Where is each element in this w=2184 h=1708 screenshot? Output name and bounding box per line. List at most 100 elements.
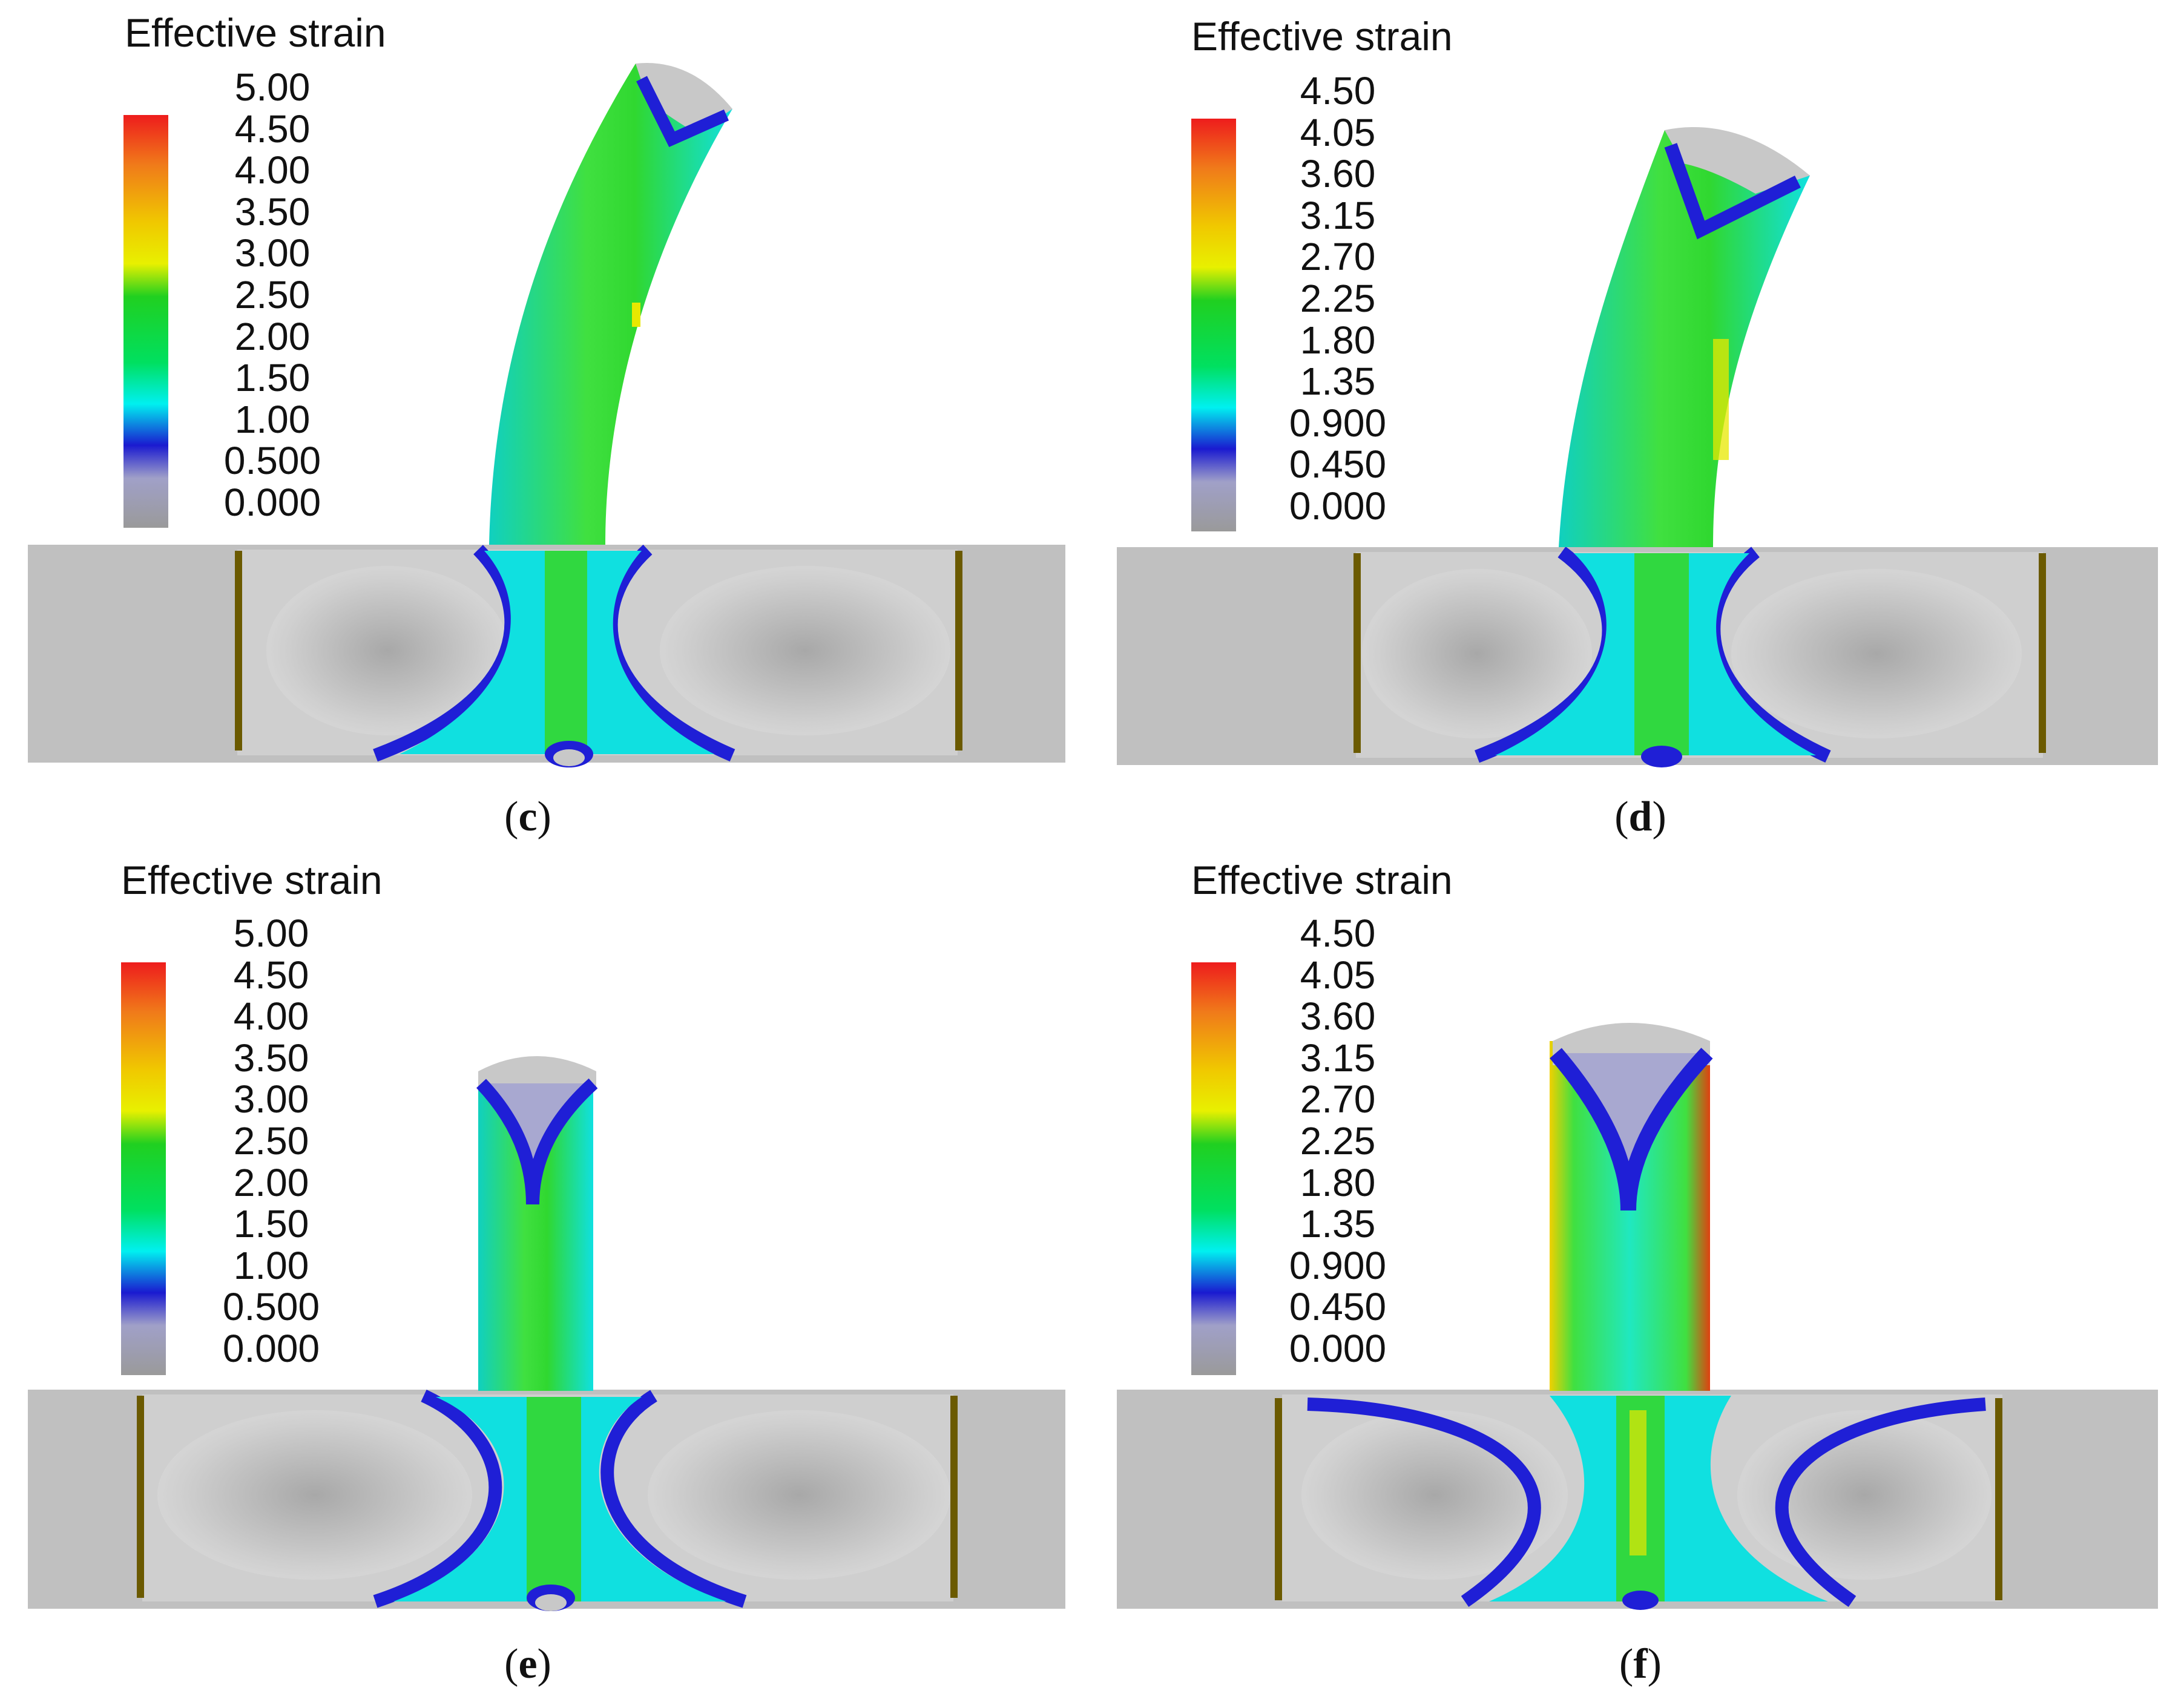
bottom-dead-spot-core <box>535 1594 567 1611</box>
panel-d-drawing <box>1117 127 2158 767</box>
extrusion <box>489 64 732 545</box>
tick-label: 1.00 <box>233 1243 309 1287</box>
die-line-right <box>950 1396 958 1598</box>
tick-label: 3.00 <box>234 231 311 275</box>
die-line-left <box>1275 1398 1282 1600</box>
tick-label: 0.000 <box>1289 1326 1387 1370</box>
caption-letter: e <box>518 1641 538 1687</box>
colorbar-e <box>121 962 166 1375</box>
flow-core <box>527 1397 581 1601</box>
tick-label: 4.50 <box>1300 69 1376 113</box>
flow-core <box>1634 553 1689 755</box>
tick-label: 2.25 <box>1300 276 1376 320</box>
colorbar-d <box>1191 119 1236 531</box>
die-line-right <box>1995 1398 2002 1600</box>
tick-label: 4.50 <box>233 953 309 997</box>
tick-label: 3.15 <box>1300 193 1376 237</box>
tick-label: 1.00 <box>234 397 311 441</box>
tick-label: 2.00 <box>234 314 311 358</box>
dead-zone-right <box>1731 569 2022 738</box>
tick-label: 5.00 <box>233 911 309 955</box>
tick-label: 2.50 <box>234 272 311 317</box>
tick-label: 3.15 <box>1300 1036 1376 1080</box>
legend-ticks-e: 5.00 4.50 4.00 3.50 3.00 2.50 2.00 1.50 … <box>205 913 338 1370</box>
extrusion-cap <box>636 62 732 133</box>
dead-zone-left <box>1362 569 1592 738</box>
tick-label: 4.00 <box>233 994 309 1039</box>
tick-label: 3.50 <box>233 1036 309 1080</box>
panel-c-drawing <box>28 62 1065 767</box>
tick-label: 3.60 <box>1300 152 1376 196</box>
dead-zone-left <box>157 1410 472 1580</box>
tick-label: 1.80 <box>1300 1160 1376 1204</box>
tick-label: 4.00 <box>234 148 311 192</box>
tick-label: 0.450 <box>1289 442 1387 487</box>
dead-zone-right <box>1737 1410 1992 1580</box>
tick-label: 0.500 <box>223 439 321 483</box>
extrusion-cap <box>478 1056 596 1089</box>
die-line-right <box>2039 553 2046 753</box>
tick-label: 2.70 <box>1300 235 1376 279</box>
tick-label: 3.00 <box>233 1077 309 1122</box>
tick-label: 3.60 <box>1300 994 1376 1039</box>
bottom-dead-spot <box>1622 1591 1659 1610</box>
tick-label: 1.35 <box>1300 360 1376 404</box>
caption-f: (f) <box>1619 1641 1662 1687</box>
shear-band-left <box>1307 1398 1541 1608</box>
tick-label: 0.900 <box>1289 401 1387 445</box>
legend-ticks-c: 5.00 4.50 4.00 3.50 3.00 2.50 2.00 1.50 … <box>206 67 339 524</box>
dead-zone-left <box>266 566 508 735</box>
tick-label: 3.50 <box>234 189 311 234</box>
extrusion-blue-vee <box>476 1078 598 1205</box>
legend-title-c: Effective strain <box>125 10 386 55</box>
tick-label: 4.05 <box>1300 953 1376 997</box>
die-line-left <box>137 1396 144 1598</box>
bottom-dead-spot <box>1641 746 1682 767</box>
caption-letter: c <box>518 793 538 840</box>
dead-zone-right <box>648 1410 950 1580</box>
bottom-dead-spot-core <box>553 749 585 766</box>
caption-e: (e) <box>504 1641 551 1687</box>
legend-title-e: Effective strain <box>121 858 383 902</box>
colorbar-f <box>1191 962 1236 1375</box>
caption-letter: f <box>1633 1641 1648 1687</box>
flow-core <box>545 551 587 754</box>
tick-label: 2.50 <box>233 1118 309 1163</box>
extrusion-blue-vee <box>1664 143 1801 240</box>
caption-letter: d <box>1628 793 1653 840</box>
die-line-left <box>235 551 242 751</box>
tick-label: 4.50 <box>1300 911 1376 955</box>
yellow-streak <box>1713 339 1729 460</box>
caption-d: (d) <box>1614 793 1666 840</box>
extrusion-cap <box>1665 127 1810 194</box>
tick-label: 4.50 <box>234 107 311 151</box>
tick-label: 0.000 <box>1289 484 1387 528</box>
yellow-streak <box>632 303 640 327</box>
die-line-left <box>1353 553 1361 753</box>
tick-label: 0.500 <box>222 1285 320 1329</box>
legend-title-f: Effective strain <box>1191 858 1453 902</box>
shear-band-right <box>600 1390 747 1608</box>
die-line-right <box>955 551 962 751</box>
shear-band-left <box>373 1390 502 1608</box>
yellow-streak <box>1630 1410 1646 1555</box>
tick-label: 0.900 <box>1289 1243 1387 1287</box>
tick-label: 2.70 <box>1300 1077 1376 1122</box>
tick-label: 1.35 <box>1300 1202 1376 1246</box>
tick-label: 4.05 <box>1300 110 1376 154</box>
extrusion <box>1559 130 1810 547</box>
tick-label: 0.450 <box>1289 1285 1387 1329</box>
legend-ticks-f: 4.50 4.05 3.60 3.15 2.70 2.25 1.80 1.35 … <box>1271 913 1404 1370</box>
dead-zone-right <box>660 566 950 735</box>
caption-c: (c) <box>504 793 551 840</box>
tick-label: 1.80 <box>1300 318 1376 362</box>
tick-label: 2.25 <box>1300 1118 1376 1163</box>
panel-f-drawing <box>1117 1023 2158 1610</box>
tick-label: 0.000 <box>223 480 321 524</box>
panel-e-drawing <box>28 1056 1065 1611</box>
legend-title-d: Effective strain <box>1191 14 1453 59</box>
tick-label: 2.00 <box>233 1160 309 1204</box>
extrusion-blue-vee <box>636 76 729 148</box>
